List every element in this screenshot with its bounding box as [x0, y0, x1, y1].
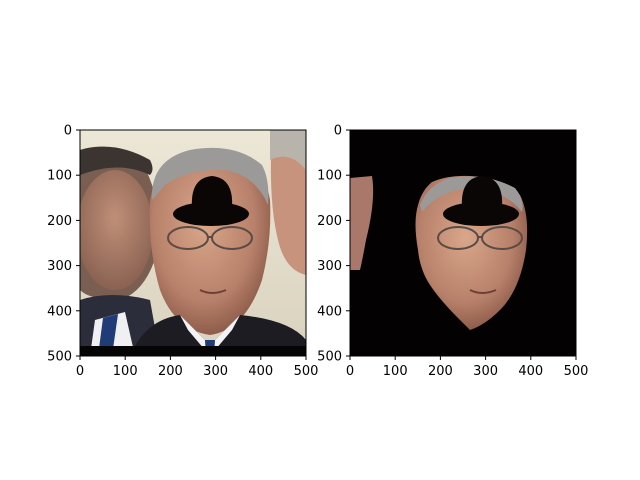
right-axes-frame [349, 129, 577, 357]
right-axis-ticks: 0 100 200 300 400 500 0 100 200 300 400 500 [317, 124, 588, 380]
left-image [80, 130, 306, 356]
left-axes-frame [79, 129, 307, 357]
right-y-tick-label: 300 [317, 259, 342, 274]
left-y-tick-label: 400 [47, 304, 72, 319]
left-x-tick-label: 300 [203, 364, 228, 379]
left-y-tick-label: 0 [64, 124, 72, 139]
left-y-tick-label: 200 [47, 214, 72, 229]
left-x-tick-label: 0 [76, 364, 84, 379]
left-y-tick-label: 100 [47, 169, 72, 184]
right-image [350, 130, 576, 356]
right-x-tick-label: 200 [428, 364, 453, 379]
left-y-tick-label: 500 [47, 350, 72, 365]
right-y-tick-label: 400 [317, 304, 342, 319]
left-x-tick-label: 200 [158, 364, 183, 379]
left-x-tick-label: 400 [248, 364, 273, 379]
right-y-tick-label: 200 [317, 214, 342, 229]
right-x-tick-label: 500 [564, 364, 589, 379]
right-x-tick-label: 0 [346, 364, 354, 379]
left-y-tick-label: 300 [47, 259, 72, 274]
right-x-tick-label: 300 [473, 364, 498, 379]
left-x-tick-label: 100 [113, 364, 138, 379]
right-x-tick-label: 400 [518, 364, 543, 379]
right-x-tick-label: 100 [383, 364, 408, 379]
right-y-tick-label: 500 [317, 350, 342, 365]
left-axis-ticks: 0 100 200 300 400 500 0 100 200 300 400 500 [47, 124, 318, 380]
right-y-tick-label: 100 [317, 169, 342, 184]
right-y-tick-label: 0 [334, 124, 342, 139]
left-x-tick-label: 500 [294, 364, 319, 379]
